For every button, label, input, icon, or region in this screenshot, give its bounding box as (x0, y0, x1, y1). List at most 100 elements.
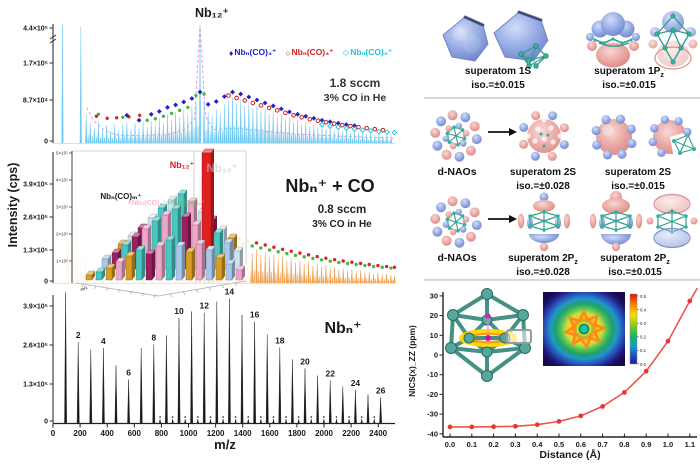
svg-text:0: 0 (44, 139, 48, 146)
svg-text:*: * (260, 416, 262, 422)
svg-text:0.3: 0.3 (510, 440, 520, 449)
svg-text:4.4×10⁵: 4.4×10⁵ (23, 26, 48, 33)
svg-text:1000: 1000 (180, 429, 198, 438)
svg-text:1.1: 1.1 (685, 440, 695, 449)
svg-text:-40: -40 (427, 429, 438, 438)
svg-text:*: * (235, 416, 237, 422)
svg-text:30: 30 (430, 291, 438, 300)
svg-text:1.3×10⁵: 1.3×10⁵ (23, 248, 48, 255)
svg-text:400: 400 (101, 429, 115, 438)
svg-text:1.0: 1.0 (663, 440, 673, 449)
svg-text:10: 10 (430, 331, 438, 340)
superatom-1pz-isosurface-cage (648, 11, 698, 70)
svg-text:26: 26 (376, 386, 386, 396)
svg-text:0.1: 0.1 (467, 440, 477, 449)
icosahedron-cluster-icon (445, 288, 532, 382)
svg-text:0.5: 0.5 (640, 294, 647, 299)
svg-text:0: 0 (44, 419, 48, 426)
svg-text:14: 14 (225, 287, 235, 297)
spectra-axes: 4.4×10⁵ 1.7×10⁵ 8.7×10⁴ 0 3.9×10⁵ 2.6×10⁵ 1.3×… (23, 24, 395, 438)
svg-text:1200: 1200 (207, 429, 225, 438)
svg-text:0.1: 0.1 (640, 348, 647, 353)
svg-text:-10: -10 (427, 370, 438, 379)
svg-text:*: * (298, 416, 300, 422)
d-naos-isosurface-2 (430, 196, 482, 248)
svg-text:*: * (184, 416, 186, 422)
svg-text:24: 24 (351, 378, 361, 388)
svg-text:*: * (159, 416, 161, 422)
svg-text:*: * (222, 416, 224, 422)
svg-text:22: 22 (325, 368, 335, 378)
svg-text:10: 10 (174, 306, 184, 316)
svg-text:4×10⁵: 4×10⁵ (56, 178, 68, 183)
svg-text:3.9×10⁵: 3.9×10⁵ (23, 304, 48, 311)
svg-text:*: * (348, 416, 350, 422)
svg-text:2: 2 (76, 330, 81, 340)
svg-text:6: 6 (126, 368, 131, 378)
svg-text:0: 0 (51, 429, 56, 438)
svg-text:*: * (197, 416, 199, 422)
svg-text:18: 18 (275, 335, 285, 345)
svg-text:0.6: 0.6 (576, 440, 586, 449)
svg-text:1800: 1800 (288, 429, 306, 438)
svg-text:-20: -20 (427, 390, 438, 399)
heatmap-colorbar (629, 293, 638, 365)
svg-text:12: 12 (199, 301, 209, 311)
svg-text:800: 800 (155, 429, 169, 438)
arrow-row3-icon (488, 215, 517, 223)
svg-text:200: 200 (73, 429, 87, 438)
superatom-2pz-iso015-cage (646, 193, 698, 249)
svg-text:*: * (373, 416, 375, 422)
svg-text:0.0: 0.0 (640, 362, 647, 367)
superatom-2pz-iso015 (589, 191, 643, 252)
svg-text:*: * (310, 416, 312, 422)
inset-3d-bar-chart: 5×10⁵ 4×10⁵ 3×10⁵ 2×10⁵ 1×10⁵ (56, 148, 250, 298)
svg-text:1400: 1400 (234, 429, 252, 438)
svg-text:5×10⁵: 5×10⁵ (56, 151, 68, 156)
heatmap-star-pattern (562, 309, 608, 350)
svg-text:*: * (172, 416, 174, 422)
svg-text:-30: -30 (427, 410, 438, 419)
svg-text:3.9×10⁵: 3.9×10⁵ (23, 182, 48, 189)
svg-text:20: 20 (430, 311, 438, 320)
svg-text:2200: 2200 (342, 429, 360, 438)
superatom-1pz-isosurface-front (586, 12, 640, 68)
svg-text:4: 4 (101, 336, 106, 346)
arrow-row2-icon (488, 128, 517, 136)
svg-text:0: 0 (44, 279, 48, 286)
svg-text:*: * (323, 416, 325, 422)
superatom-2s-iso015 (591, 114, 637, 160)
svg-text:600: 600 (128, 429, 142, 438)
svg-text:0.5: 0.5 (554, 440, 564, 449)
svg-text:0.7: 0.7 (597, 440, 607, 449)
nics-plot: 30 20 10 0 -10 -20 -30 -40 0.0 0.1 0.2 0.3 0.4 0.5 0.6… (427, 287, 699, 449)
superatom-2s-iso015-cut (648, 115, 696, 159)
superatom-1s-isosurface-front (442, 15, 489, 62)
svg-text:0.9: 0.9 (641, 440, 651, 449)
nics-heatmap-inset: 0.5 0.4 0.3 0.2 0.1 0.0 (543, 292, 647, 367)
svg-text:2×10⁵: 2×10⁵ (56, 232, 68, 237)
svg-text:*: * (209, 416, 211, 422)
svg-text:1.3×10⁵: 1.3×10⁵ (23, 382, 48, 389)
top-spectrum-chart (53, 24, 398, 144)
svg-text:*: * (335, 416, 337, 422)
svg-text:*: * (247, 416, 249, 422)
superatom-2pz-iso028 (517, 192, 571, 252)
svg-text:2000: 2000 (315, 429, 333, 438)
svg-text:0.3: 0.3 (640, 321, 647, 326)
superatom-2s-iso028 (519, 111, 569, 161)
svg-text:0.2: 0.2 (488, 440, 498, 449)
svg-text:0.2: 0.2 (640, 335, 647, 340)
svg-text:20: 20 (300, 356, 310, 366)
divider-top (424, 97, 700, 99)
svg-text:2.6×10⁵: 2.6×10⁵ (23, 343, 48, 350)
svg-text:8.7×10⁴: 8.7×10⁴ (23, 98, 49, 105)
svg-text:2400: 2400 (369, 429, 387, 438)
superatom-1s-isosurface-cut (493, 10, 549, 69)
svg-text:*: * (361, 416, 363, 422)
svg-text:0.4: 0.4 (640, 307, 647, 312)
svg-text:2.6×10⁵: 2.6×10⁵ (23, 215, 48, 222)
